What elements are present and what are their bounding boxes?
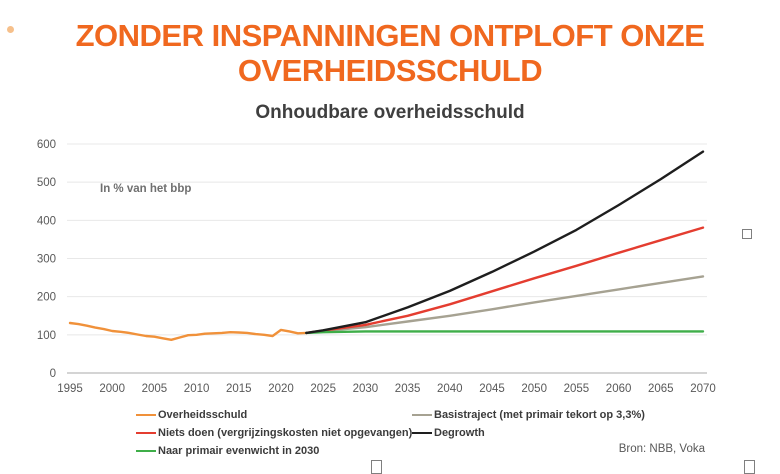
x-axis-tick-label: 1995 <box>57 383 83 395</box>
y-axis-tick-label: 200 <box>37 292 56 304</box>
x-axis-tick-label: 2035 <box>395 383 421 395</box>
line-swatch-icon <box>136 431 156 435</box>
line-swatch-icon <box>412 413 432 417</box>
legend-label: Niets doen (vergrijzingskosten niet opge… <box>158 427 413 439</box>
x-axis-tick-label: 2005 <box>142 383 168 395</box>
series-line-niets-doen <box>305 226 705 335</box>
x-axis-tick-label: 2055 <box>564 383 590 395</box>
legend-label: Overheidsschuld <box>158 409 248 421</box>
legend-item-basistraject: Basistraject (met primair tekort op 3,3%… <box>412 406 645 424</box>
y-axis-tick-label: 400 <box>37 215 56 227</box>
line-swatch-icon <box>136 449 156 453</box>
legend-item-naar-primair-evenwicht: Naar primair evenwicht in 2030 <box>136 442 412 460</box>
empty-checkbox-glyph <box>742 229 752 239</box>
y-axis-tick-label: 100 <box>37 330 56 342</box>
legend-label: Degrowth <box>434 427 485 439</box>
series-line-basistraject <box>305 275 705 335</box>
legend-column-left: Overheidsschuld Niets doen (vergrijzings… <box>136 406 412 460</box>
legend-label: Basistraject (met primair tekort op 3,3%… <box>434 409 645 421</box>
y-axis-tick-label: 0 <box>50 368 56 380</box>
series-line-degrowth <box>305 150 705 335</box>
unit-label: In % van het bbp <box>100 183 192 195</box>
x-axis-tick-label: 2045 <box>479 383 505 395</box>
series-line-naar-primair-evenwicht <box>305 330 705 335</box>
line-swatch-icon <box>136 413 156 417</box>
slide-title: ZONDER INSPANNINGEN ONTPLOFT ONZE OVERHE… <box>75 18 705 88</box>
empty-checkbox-glyph <box>371 460 382 474</box>
legend-label: Naar primair evenwicht in 2030 <box>158 445 320 457</box>
y-axis-tick-label: 300 <box>37 254 56 266</box>
x-axis-tick-label: 2070 <box>690 383 716 395</box>
x-axis-tick-label: 2050 <box>521 383 547 395</box>
y-axis-tick-label: 600 <box>37 139 56 151</box>
x-axis-tick-label: 2040 <box>437 383 463 395</box>
empty-checkbox-glyph <box>744 460 755 474</box>
chart-title: Onhoudbare overheidsschuld <box>255 102 525 123</box>
x-axis-tick-label: 2020 <box>268 383 294 395</box>
line-swatch-icon <box>412 431 432 435</box>
legend-item-overheidsschuld: Overheidsschuld <box>136 406 412 424</box>
legend-column-right: Basistraject (met primair tekort op 3,3%… <box>412 406 645 442</box>
x-axis-tick-label: 2015 <box>226 383 252 395</box>
bullet-dot <box>7 26 14 33</box>
x-axis-tick-label: 2000 <box>99 383 125 395</box>
x-axis-tick-label: 2010 <box>184 383 210 395</box>
x-axis-tick-label: 2065 <box>648 383 674 395</box>
x-axis-tick-label: 2030 <box>353 383 379 395</box>
x-axis-tick-label: 2025 <box>310 383 336 395</box>
x-axis-tick-label: 2060 <box>606 383 632 395</box>
legend-item-niets-doen: Niets doen (vergrijzingskosten niet opge… <box>136 424 412 442</box>
source-note: Bron: NBB, Voka <box>618 443 705 455</box>
series-line-overheidsschuld <box>68 321 308 341</box>
y-axis-tick-label: 500 <box>37 177 56 189</box>
legend-item-degrowth: Degrowth <box>412 424 645 442</box>
